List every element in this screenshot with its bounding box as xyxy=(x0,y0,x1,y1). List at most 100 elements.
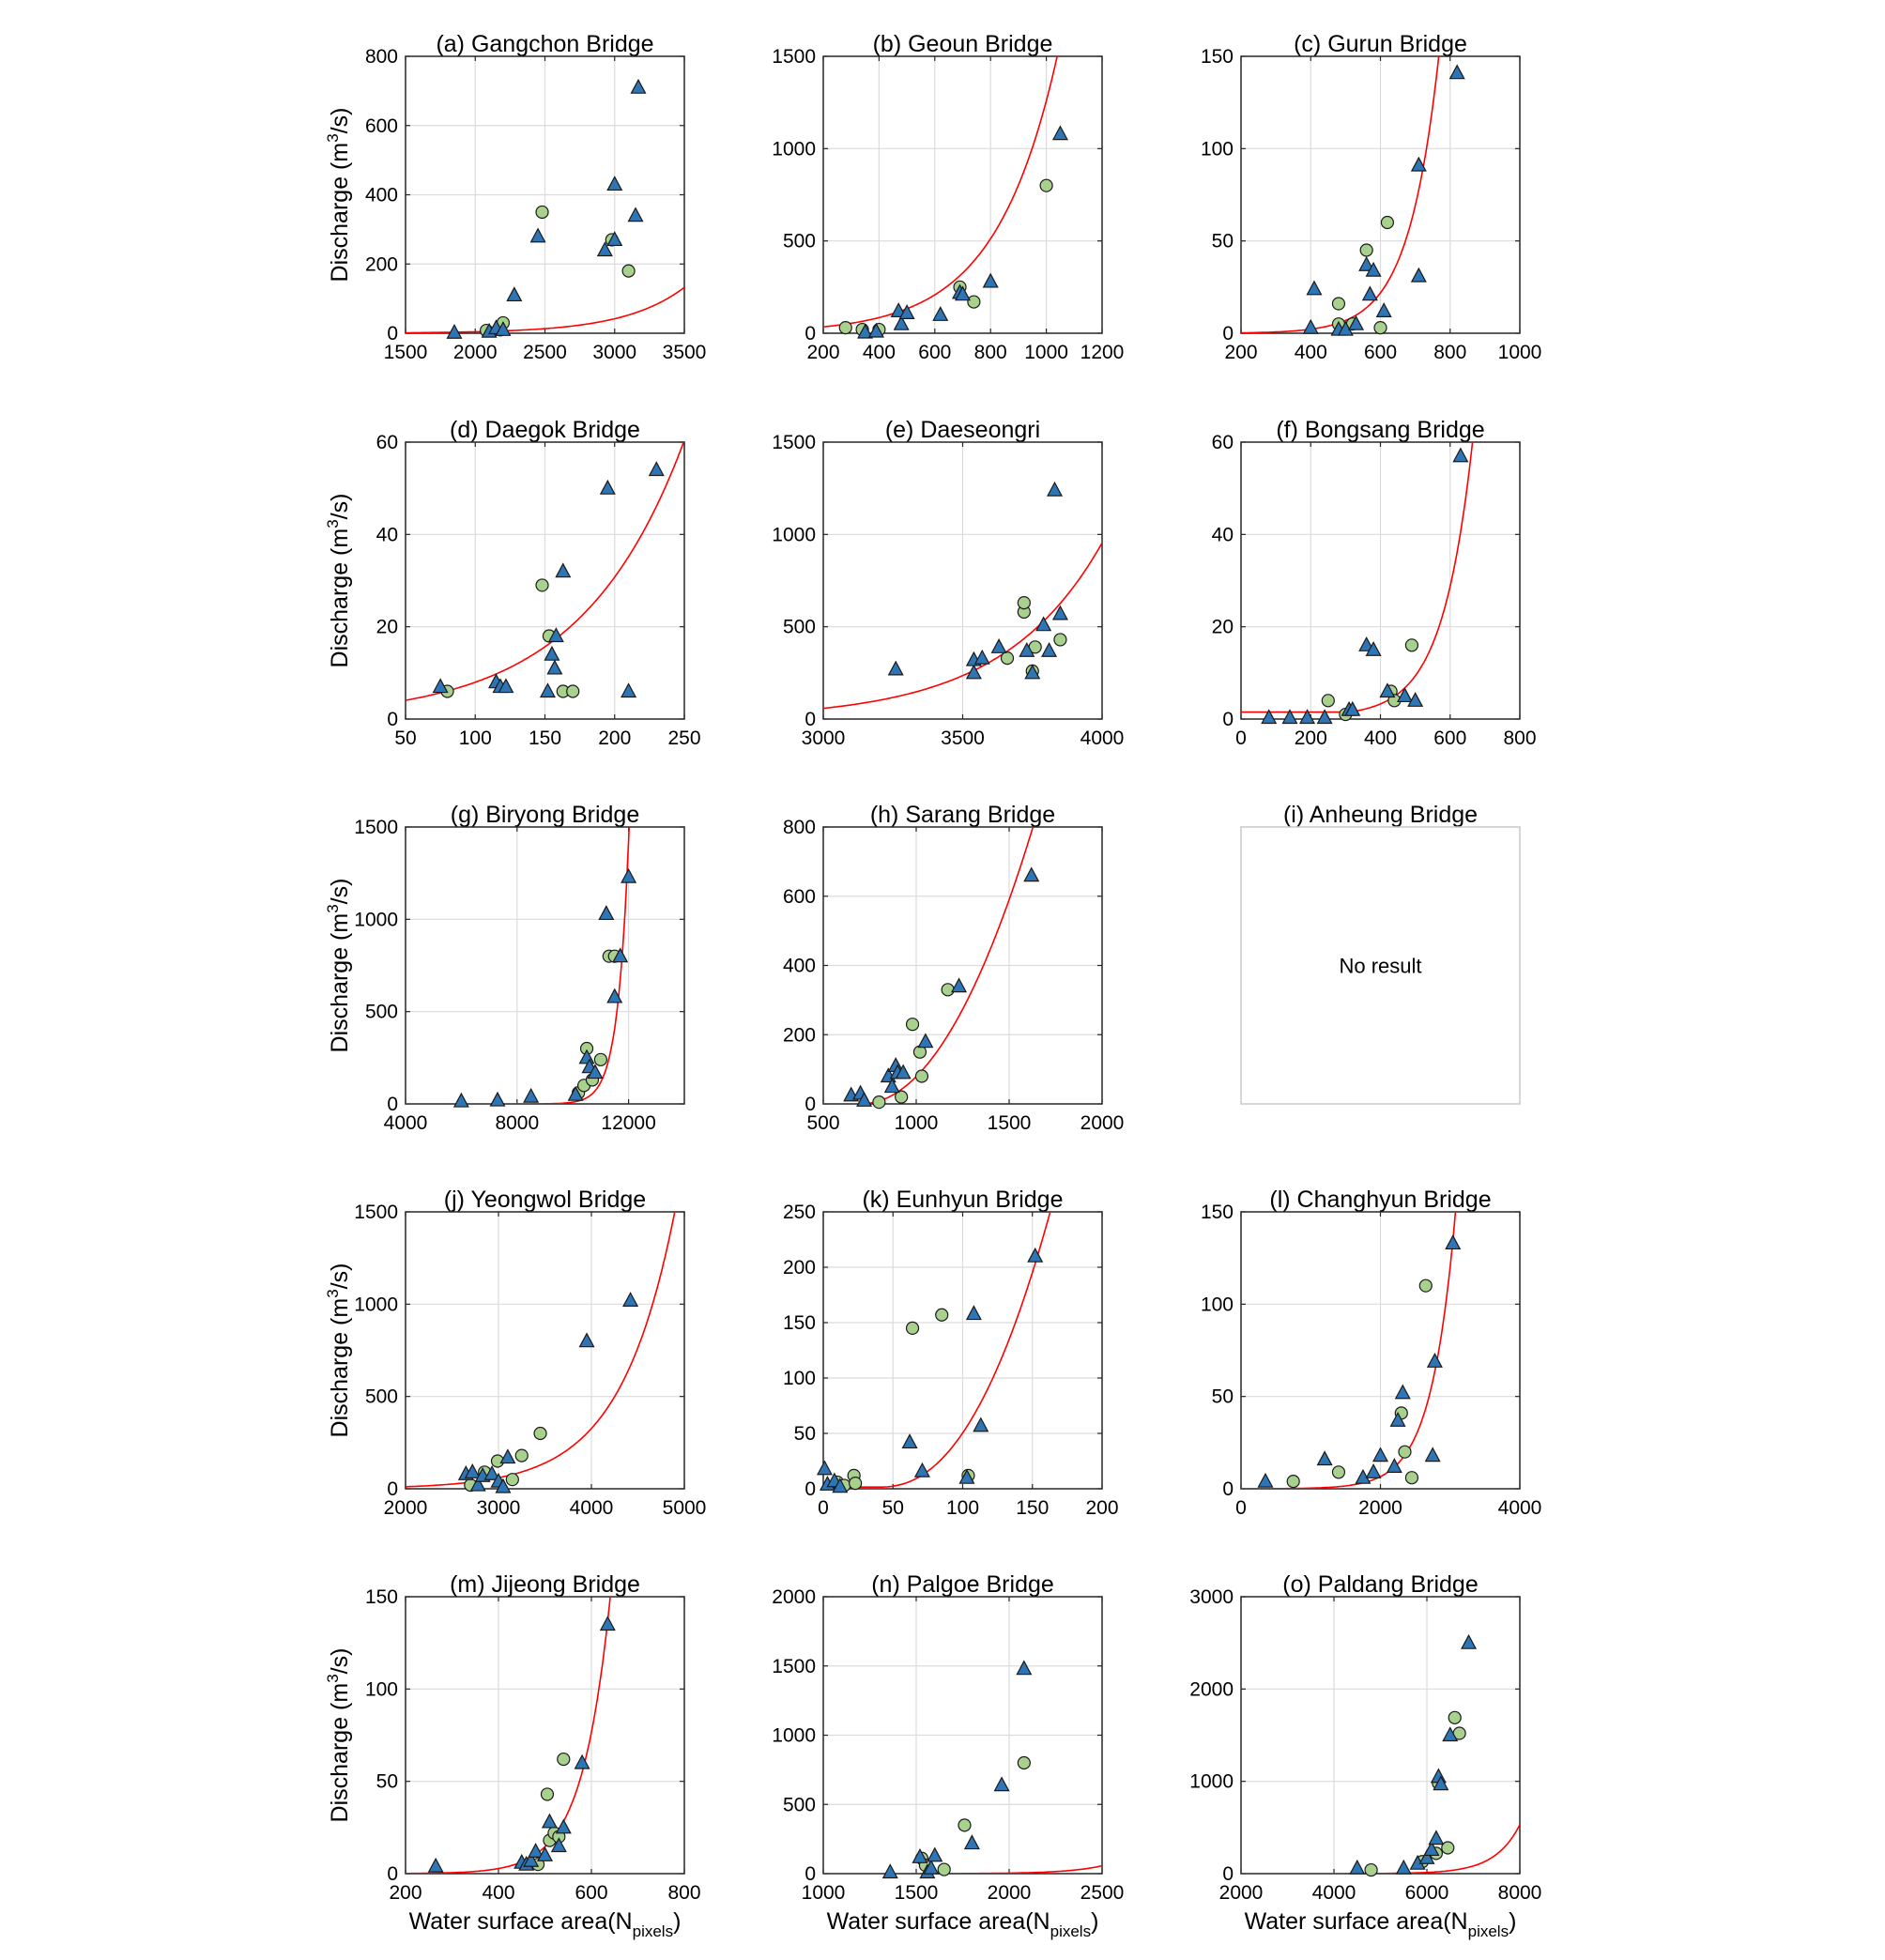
y-tick-label: 100 xyxy=(1201,1294,1234,1315)
data-point-triangle xyxy=(898,304,915,319)
subplot-m: (m) Jijeong Bridge 200 400 600 800 0 50 100 150 D… xyxy=(324,1571,701,1940)
data-point-triangle xyxy=(495,321,512,336)
x-tick-label: 800 xyxy=(667,1882,700,1904)
data-point-triangle xyxy=(923,1859,940,1875)
data-point-triangle xyxy=(606,176,623,191)
y-axis-label-text: Discharge (m xyxy=(327,143,353,283)
plot-frame xyxy=(822,55,1103,334)
data-point-circle xyxy=(535,578,549,592)
subplot-title: (o) Paldang Bridge xyxy=(1282,1571,1478,1598)
data-point-circle xyxy=(895,1090,909,1104)
y-tick-label: 1000 xyxy=(772,524,816,545)
data-point-triangle xyxy=(963,1834,980,1850)
data-point-triangle xyxy=(1344,700,1361,716)
data-point-circle xyxy=(505,1473,519,1487)
y-tick-label: 600 xyxy=(365,115,398,137)
data-point-triangle xyxy=(1316,709,1333,725)
y-tick-label: 150 xyxy=(1201,1202,1234,1223)
data-point-triangle xyxy=(883,1078,900,1094)
y-tick-label: 0 xyxy=(387,1094,398,1115)
subplot-i: (i) Anheung Bridge No result xyxy=(1240,802,1521,1105)
data-point-circle xyxy=(937,1862,951,1876)
subplot-title: (l) Changhyun Bridge xyxy=(1269,1187,1491,1213)
x-tick-label: 1000 xyxy=(1024,342,1068,363)
markers xyxy=(881,1660,1033,1879)
data-point-triangle xyxy=(1316,1450,1333,1466)
y-tick-label: 0 xyxy=(1222,323,1234,345)
data-point-triangle xyxy=(1423,1841,1440,1857)
data-point-circle xyxy=(1359,243,1373,257)
y-tick-label: 1500 xyxy=(354,817,398,838)
data-point-triangle xyxy=(867,322,884,338)
data-point-triangle xyxy=(1375,302,1392,317)
data-point-circle xyxy=(849,1476,863,1491)
data-point-triangle xyxy=(951,977,968,993)
data-point-triangle xyxy=(427,1857,444,1873)
data-point-triangle xyxy=(857,323,874,339)
data-point-triangle xyxy=(1019,641,1035,657)
subplot-j: (j) Yeongwol Bridge 2000 3000 4000 5000 0 500 1… xyxy=(324,1187,706,1519)
data-point-triangle xyxy=(1410,267,1427,283)
y-tick-label: 150 xyxy=(365,1586,398,1608)
y-tick-label: 0 xyxy=(387,1478,398,1500)
y-axis-label-unit: /s) xyxy=(327,1263,353,1290)
y-tick-label: 0 xyxy=(1222,1478,1234,1500)
x-tick-label: 200 xyxy=(806,342,839,363)
data-point-circle xyxy=(1331,297,1346,311)
y-tick-label: 800 xyxy=(783,817,816,838)
data-point-triangle xyxy=(464,1463,481,1478)
data-point-triangle xyxy=(499,1448,516,1464)
x-tick-label: 400 xyxy=(1295,342,1327,363)
y-tick-label: 500 xyxy=(783,617,816,638)
data-point-triangle xyxy=(495,1478,512,1493)
data-point-triangle xyxy=(1051,125,1068,141)
plot-frame xyxy=(405,826,685,1105)
data-point-triangle xyxy=(1299,709,1316,725)
x-tick-label: 200 xyxy=(1295,727,1327,749)
x-tick-label: 600 xyxy=(575,1882,607,1904)
data-point-triangle xyxy=(587,1064,604,1080)
data-point-triangle xyxy=(832,1478,849,1493)
data-point-triangle xyxy=(612,947,629,963)
y-tick-label: 60 xyxy=(376,432,398,453)
x-axis-label: Water surface area(Npixels) xyxy=(409,1908,682,1940)
x-axis-label-subscript: pixels xyxy=(1468,1922,1509,1940)
fit-curve-group xyxy=(823,1864,1102,1874)
y-axis-label: Discharge (m3/s) xyxy=(324,1263,353,1438)
x-tick-label: 1000 xyxy=(802,1882,846,1904)
y-tick-label: 2000 xyxy=(1189,1678,1234,1700)
fit-curve-group xyxy=(823,1212,1051,1488)
data-point-triangle xyxy=(1047,481,1064,497)
y-tick-label: 0 xyxy=(805,1478,816,1500)
data-point-triangle xyxy=(489,1091,506,1107)
x-tick-label: 2500 xyxy=(1080,1882,1125,1904)
x-tick-label: 4000 xyxy=(384,1112,428,1134)
x-tick-label: 3000 xyxy=(477,1497,521,1519)
data-point-triangle xyxy=(1281,709,1298,725)
data-point-triangle xyxy=(1394,1384,1411,1400)
data-point-triangle xyxy=(622,1292,639,1307)
y-tick-label: 200 xyxy=(365,253,398,275)
data-point-triangle xyxy=(1433,1775,1449,1791)
subplot-l: (l) Changhyun Bridge 0 2000 4000 0 50 100 150 xyxy=(1201,1187,1541,1519)
data-point-triangle xyxy=(547,627,564,643)
data-point-triangle xyxy=(973,649,990,665)
subplot-g: (g) Biryong Bridge 4000 8000 12000 0 500 1000 1… xyxy=(324,802,685,1134)
y-tick-label: 600 xyxy=(783,886,816,908)
y-tick-label: 0 xyxy=(1222,709,1234,730)
data-point-triangle xyxy=(555,1818,572,1834)
x-tick-label: 400 xyxy=(482,1882,514,1904)
fit-curve xyxy=(823,56,1058,328)
y-tick-label: 500 xyxy=(365,1002,398,1023)
data-point-circle xyxy=(1441,1841,1455,1855)
fit-curve xyxy=(1241,56,1440,333)
data-point-circle xyxy=(514,1448,529,1462)
y-tick-label: 100 xyxy=(783,1368,816,1389)
x-tick-label: 8000 xyxy=(495,1112,539,1134)
subplot-d: (d) Daegok Bridge 50 100 150 200 250 0 20 40 60 Di… xyxy=(324,417,701,749)
data-point-triangle xyxy=(599,1615,616,1631)
subplot-title: (j) Yeongwol Bridge xyxy=(444,1187,646,1213)
y-tick-label: 400 xyxy=(365,185,398,207)
data-point-triangle xyxy=(1041,641,1058,657)
y-axis-label: Discharge (m3/s) xyxy=(324,1648,353,1823)
